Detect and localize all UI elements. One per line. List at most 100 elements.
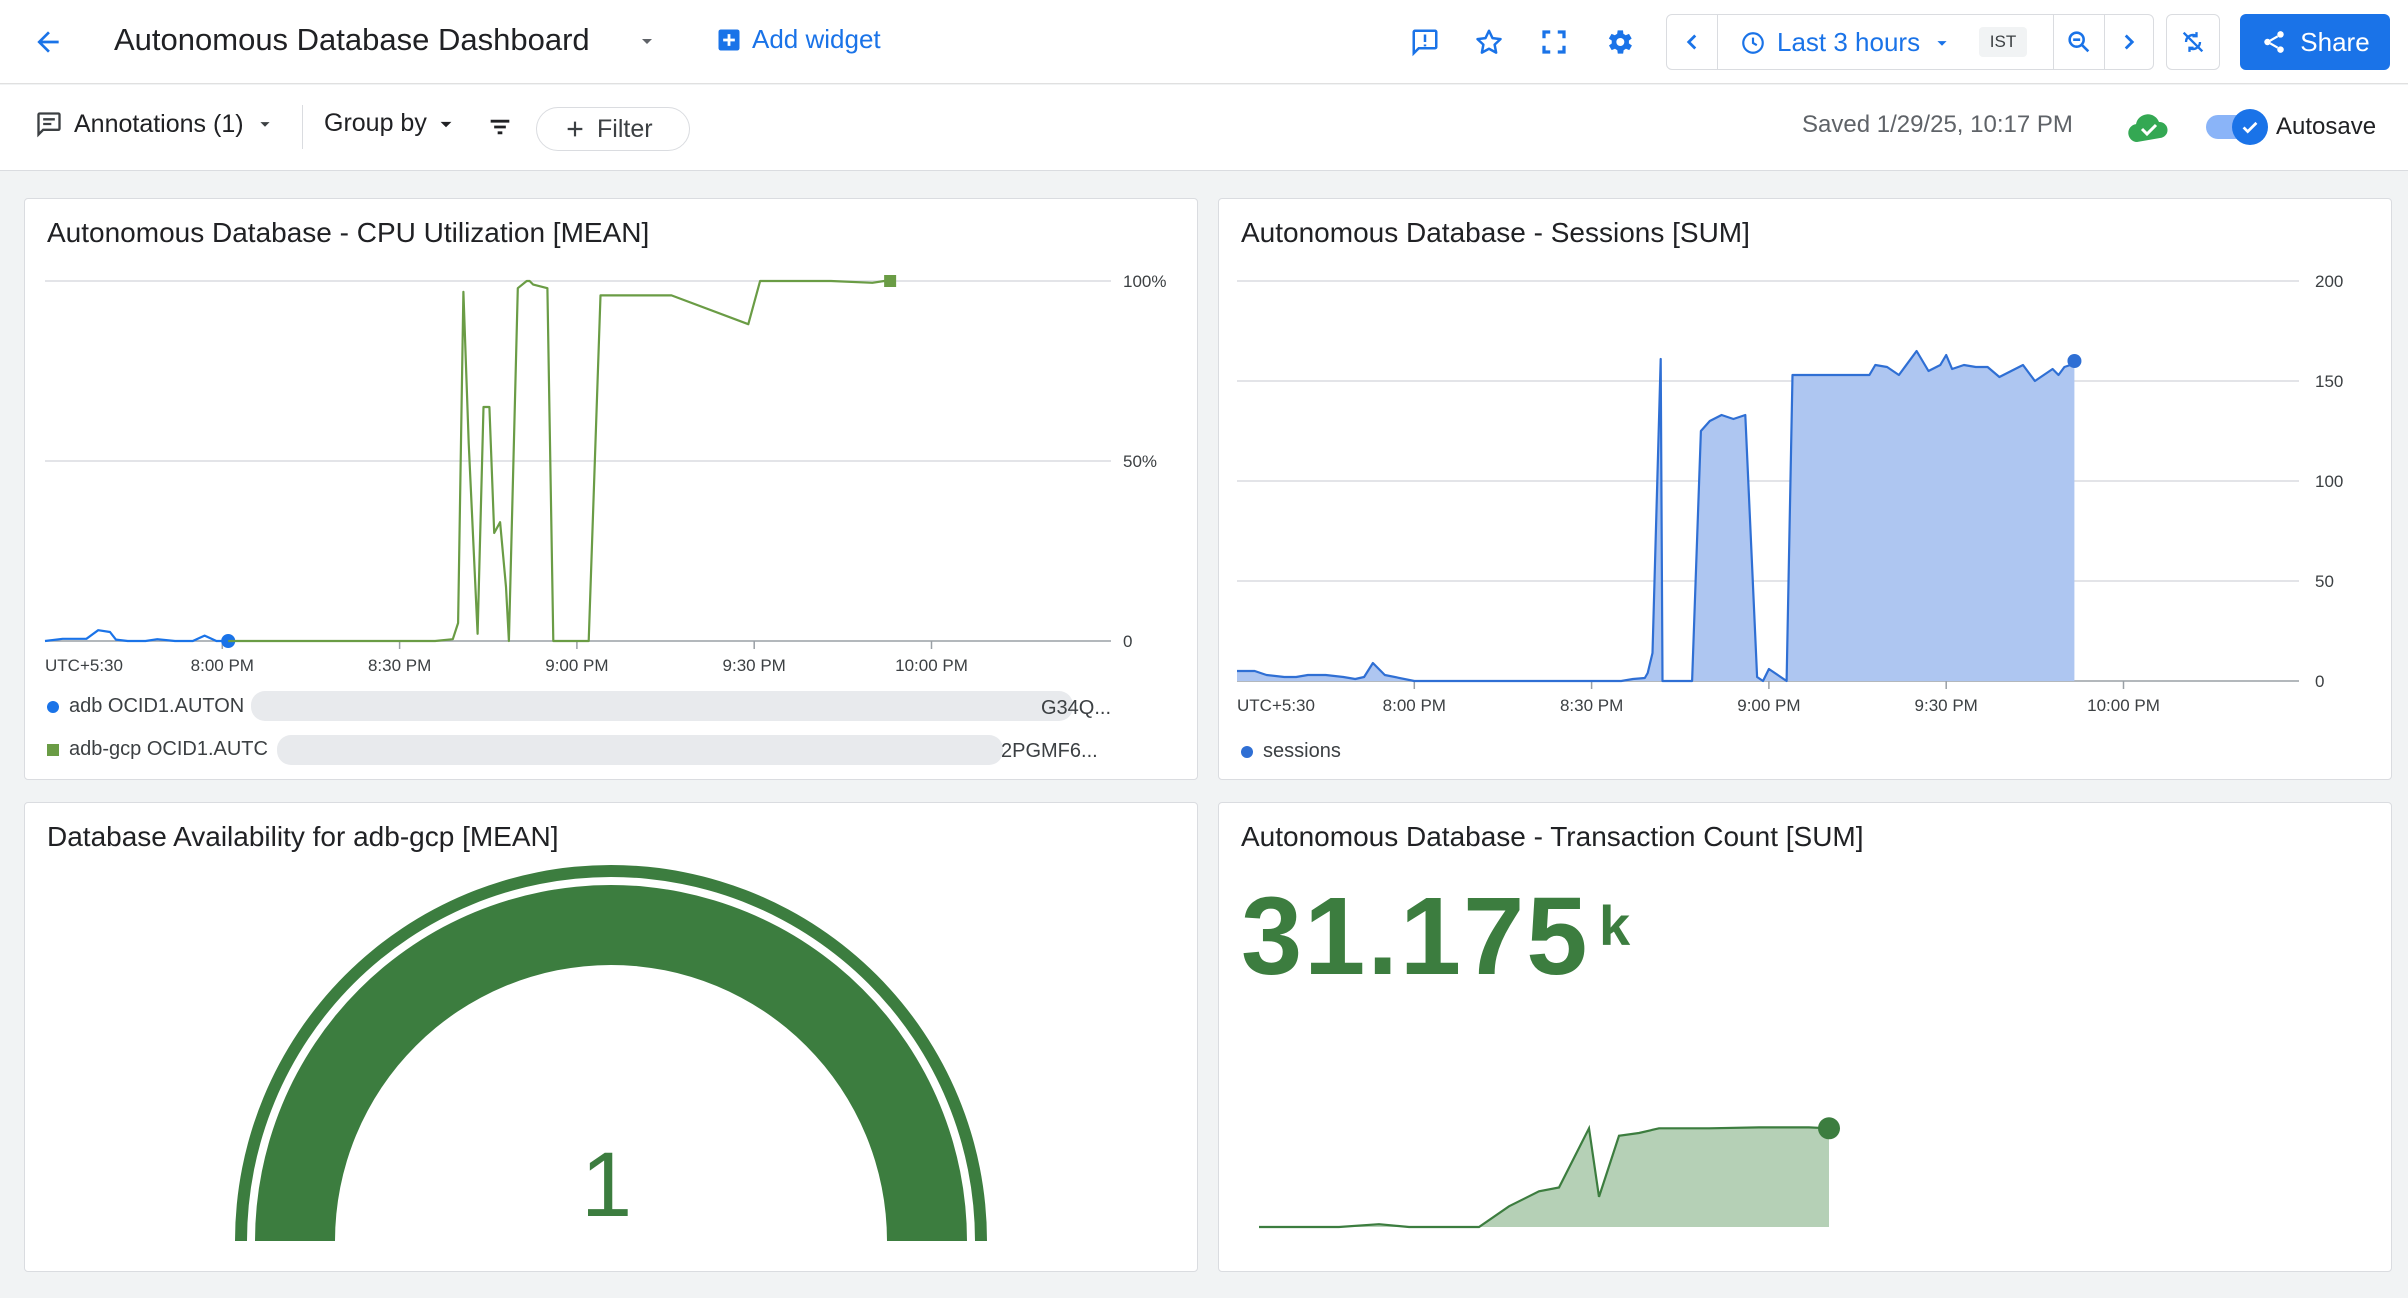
- x-tick-label: 8:00 PM: [191, 656, 254, 675]
- cpu-utilization-widget[interactable]: Autonomous Database - CPU Utilization [M…: [24, 198, 1198, 780]
- share-button[interactable]: Share: [2240, 14, 2390, 70]
- sparkline-end-marker: [1818, 1117, 1840, 1140]
- legend-label: sessions: [1263, 740, 1341, 762]
- x-tick-label: 9:00 PM: [1737, 696, 1800, 715]
- series-end-marker: [884, 275, 897, 287]
- widget-title: Database Availability for adb-gcp [MEAN]: [47, 821, 559, 852]
- gear-icon[interactable]: [1599, 22, 1639, 62]
- group-by-label: Group by: [324, 109, 427, 137]
- x-tick-label: 8:30 PM: [368, 656, 431, 675]
- check-icon: [2238, 115, 2262, 139]
- star-icon[interactable]: [1469, 22, 1509, 62]
- legend-suffix: G34Q...: [1041, 697, 1112, 719]
- chevron-left-icon[interactable]: [1667, 15, 1717, 69]
- gauge-value-arc: [255, 885, 967, 1241]
- time-navigation-group: Last 3 hours IST: [1666, 14, 2154, 70]
- time-range-dropdown-icon: [1930, 31, 1954, 55]
- redacted-text: [277, 735, 1003, 765]
- toolbar-divider: [302, 105, 303, 149]
- fullscreen-icon[interactable]: [1534, 22, 1574, 62]
- y-tick-label: 100%: [1123, 272, 1166, 291]
- x-tick-label: 8:30 PM: [1560, 696, 1623, 715]
- redacted-text: [251, 691, 1073, 721]
- series-line: [1237, 349, 2076, 683]
- group-by-dropdown-icon: [433, 111, 459, 137]
- scorecard-unit: k: [1599, 894, 1631, 957]
- y-tick-label: 150: [2315, 372, 2343, 391]
- legend-item-adb[interactable]: adb OCID1.AUTON: [47, 695, 244, 718]
- group-by-button[interactable]: Group by: [324, 109, 459, 138]
- legend-item-sessions[interactable]: sessions: [1241, 740, 1341, 763]
- autosave-toggle[interactable]: [2232, 109, 2268, 145]
- filter-lines-icon[interactable]: [484, 111, 516, 143]
- share-icon: [2260, 28, 2288, 56]
- clock-icon: [1739, 29, 1767, 57]
- annotations-button[interactable]: Annotations (1): [34, 109, 276, 139]
- x-tick-label: 10:00 PM: [895, 656, 968, 675]
- series-end-marker: [2067, 354, 2082, 368]
- series-line: [228, 279, 891, 643]
- x-tick-label: UTC+5:30: [1237, 696, 1315, 715]
- sync-off-button[interactable]: [2166, 14, 2220, 70]
- share-label: Share: [2300, 26, 2370, 57]
- dashboard-title: Autonomous Database Dashboard: [114, 22, 590, 57]
- saved-status: Saved 1/29/25, 10:17 PM: [1802, 111, 2073, 138]
- zoom-out-icon[interactable]: [2054, 15, 2104, 69]
- chevron-right-icon[interactable]: [2104, 15, 2154, 69]
- filter-label: Filter: [597, 114, 653, 143]
- timezone-badge[interactable]: IST: [1979, 27, 2027, 57]
- title-dropdown-icon[interactable]: [632, 26, 662, 56]
- feedback-icon[interactable]: [1405, 22, 1445, 62]
- x-tick-label: UTC+5:30: [45, 656, 123, 675]
- filter-button[interactable]: Filter: [536, 107, 690, 151]
- add-widget-label: Add widget: [752, 24, 881, 54]
- back-arrow-icon[interactable]: [28, 22, 68, 62]
- transaction-sparkline: [1259, 1117, 1840, 1229]
- autosave-label: Autosave: [2276, 113, 2377, 140]
- widget-title: Autonomous Database - CPU Utilization [M…: [47, 217, 650, 248]
- availability-widget[interactable]: Database Availability for adb-gcp [MEAN]…: [24, 802, 1198, 1272]
- y-tick-label: 100: [2315, 472, 2343, 491]
- y-tick-label: 0: [2315, 672, 2324, 691]
- y-tick-label: 0: [1123, 632, 1132, 651]
- top-bar: Autonomous Database Dashboard Add widget…: [0, 0, 2408, 84]
- time-range-label: Last 3 hours: [1777, 27, 1921, 57]
- x-tick-label: 9:30 PM: [723, 656, 786, 675]
- sparkline-area: [1259, 1127, 1829, 1227]
- y-tick-label: 200: [2315, 272, 2343, 291]
- annotations-dropdown-icon: [254, 113, 276, 135]
- x-tick-label: 9:00 PM: [545, 656, 608, 675]
- notes-icon: [34, 109, 64, 139]
- cloud-check-icon: [2124, 107, 2172, 147]
- scorecard-value: 31.175: [1241, 875, 1590, 998]
- sessions-widget[interactable]: Autonomous Database - Sessions [SUM] 0 50…: [1218, 198, 2392, 780]
- cpu-chart[interactable]: 0 50% 100% UTC+5:30 8:00 PM 8:30 PM 9:00 PM 9:3…: [25, 199, 1198, 699]
- availability-gauge: [235, 865, 987, 1241]
- sparkline-line: [1259, 1124, 1830, 1229]
- annotations-label: Annotations (1): [74, 109, 244, 138]
- series-area: [1237, 351, 2075, 681]
- series-line: [44, 629, 229, 643]
- widget-title: Autonomous Database - Sessions [SUM]: [1241, 217, 1750, 248]
- legend-square-green: [47, 743, 59, 756]
- legend-dot-blue: [1241, 745, 1253, 758]
- legend-suffix: 2PGMF6...: [1001, 740, 1098, 762]
- legend-label: adb OCID1.AUTON: [69, 695, 245, 717]
- x-tick-label: 8:00 PM: [1383, 696, 1446, 715]
- sessions-chart[interactable]: 0 50 100 150 200 UTC+5:30 8:00 PM 8:30 PM 9:00 P…: [1219, 199, 2392, 729]
- legend-item-adb-gcp[interactable]: adb-gcp OCID1.AUTC: [47, 738, 268, 761]
- add-widget-button[interactable]: Add widget: [714, 24, 881, 55]
- add-box-icon: [714, 25, 744, 55]
- dashboard-toolbar: Annotations (1) Group by Filter Saved 1/…: [0, 85, 2408, 171]
- y-tick-label: 50: [2315, 572, 2334, 591]
- plus-icon: [563, 117, 587, 141]
- time-range-selector[interactable]: Last 3 hours: [1739, 27, 1954, 58]
- legend-label: adb-gcp OCID1.AUTC: [69, 738, 268, 760]
- x-tick-label: 10:00 PM: [2087, 696, 2160, 715]
- sync-off-icon: [2178, 27, 2208, 57]
- gauge-value: 1: [581, 1134, 633, 1236]
- transaction-count-widget[interactable]: Autonomous Database - Transaction Count …: [1218, 802, 2392, 1272]
- y-tick-label: 50%: [1123, 452, 1157, 471]
- widget-title: Autonomous Database - Transaction Count …: [1241, 821, 1864, 852]
- x-tick-label: 9:30 PM: [1915, 696, 1978, 715]
